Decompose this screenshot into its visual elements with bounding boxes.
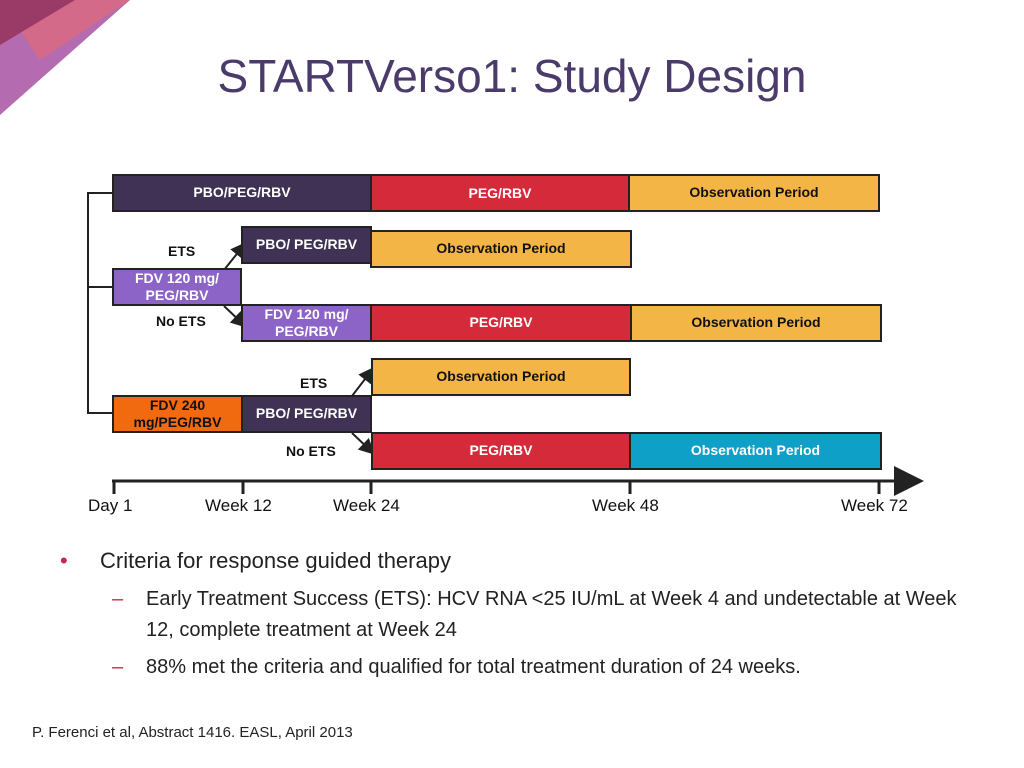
bullet-sub-1: – Early Treatment Success (ETS): HCV RNA…: [58, 584, 958, 646]
fdv120-ets-observation-box: Observation Period: [370, 230, 632, 268]
dash-icon: –: [112, 588, 124, 610]
fdv240-noets-peg-box: PEG/RBV: [371, 432, 631, 470]
fdv120-noets-observation-box: Observation Period: [630, 304, 882, 342]
fdv120-noets-peg-box: PEG/RBV: [370, 304, 632, 342]
citation: P. Ferenci et al, Abstract 1416. EASL, A…: [32, 724, 353, 741]
fdv120-ets-pbo-box: PBO/ PEG/RBV: [241, 226, 372, 264]
timeline-week24: Week 24: [333, 496, 400, 515]
peg-rbv-box: PEG/RBV: [370, 174, 630, 212]
pbo-peg-rbv-box: PBO/PEG/RBV: [112, 174, 372, 212]
fdv120-start-box: FDV 120 mg/ PEG/RBV: [112, 268, 242, 306]
dash-icon: –: [112, 656, 124, 678]
fdv120-noets-box: FDV 120 mg/ PEG/RBV: [241, 304, 372, 342]
fdv240-pbo-box: PBO/ PEG/RBV: [241, 395, 372, 433]
bullet-dot-icon: •: [60, 548, 68, 573]
corner-decoration: [0, 0, 130, 115]
bullet-sub-1-text: Early Treatment Success (ETS): HCV RNA <…: [146, 588, 957, 641]
bullet-sub-2-text: 88% met the criteria and qualified for t…: [146, 656, 801, 678]
no-ets-label: No ETS: [156, 313, 206, 329]
fdv240-noets-observation-box: Observation Period: [629, 432, 882, 470]
timeline-week12: Week 12: [205, 496, 272, 515]
observation-period-box: Observation Period: [628, 174, 880, 212]
fdv240-start-box: FDV 240 mg/PEG/RBV: [112, 395, 243, 433]
ets-label: ETS: [168, 243, 196, 259]
bullet-list: • Criteria for response guided therapy –…: [58, 548, 958, 683]
bullet-main-text: Criteria for response guided therapy: [100, 548, 451, 573]
fdv240-ets-label: ETS: [300, 375, 328, 391]
timeline-week72: Week 72: [841, 496, 908, 515]
bullet-main: • Criteria for response guided therapy: [58, 548, 958, 574]
timeline-day1: Day 1: [88, 496, 133, 515]
page-title: STARTVerso1: Study Design: [217, 50, 807, 102]
fdv240-ets-observation-box: Observation Period: [371, 358, 631, 396]
timeline-week48: Week 48: [592, 496, 659, 515]
fdv240-no-ets-label: No ETS: [286, 443, 336, 459]
bullet-sub-2: – 88% met the criteria and qualified for…: [58, 652, 958, 683]
